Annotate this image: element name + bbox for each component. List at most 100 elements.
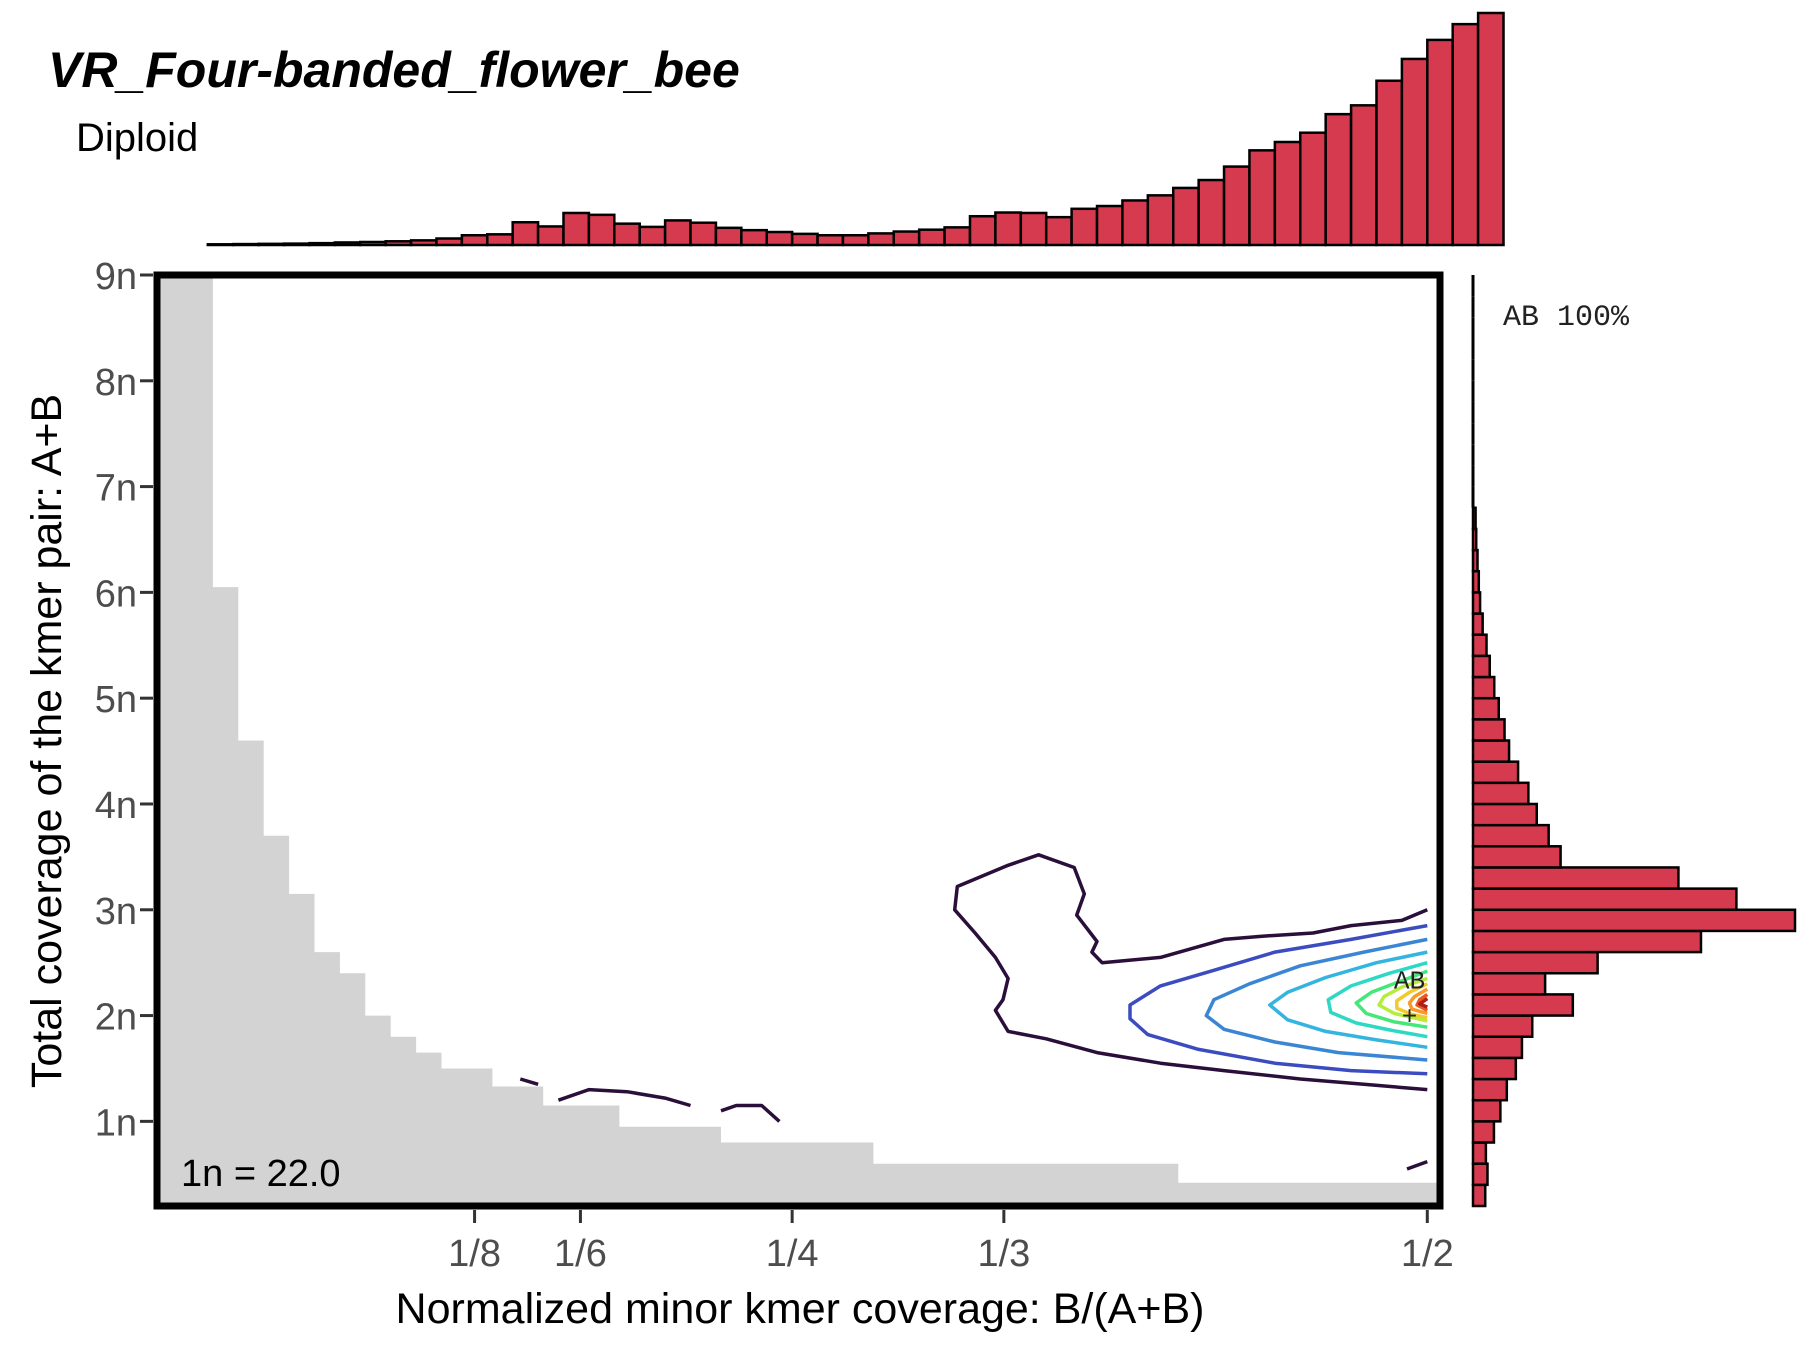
contour-line <box>1204 937 1428 1062</box>
right-histogram-bar <box>1471 866 1680 890</box>
x-tick-label: 1/2 <box>1401 1233 1454 1275</box>
right-histogram-bar <box>1471 591 1482 615</box>
contour-line <box>1406 1159 1428 1171</box>
right-histogram-bar <box>1471 527 1478 552</box>
top-histogram-bar <box>968 214 997 247</box>
y-tick-label: 2n <box>95 997 137 1039</box>
right-histogram-bar <box>1471 972 1547 996</box>
right-histogram-bar <box>1471 760 1520 785</box>
contour-line <box>1128 923 1428 1076</box>
contour-line <box>1326 961 1428 1039</box>
x-tick-label: 1/8 <box>448 1233 501 1275</box>
top-histogram-bar <box>1299 131 1327 247</box>
right-histogram-bar <box>1471 569 1481 594</box>
right-histogram-bar <box>1471 1098 1502 1123</box>
top-histogram-bar <box>1426 38 1454 247</box>
top-histogram-bar <box>1171 186 1200 247</box>
top-histogram-bar <box>1044 215 1073 247</box>
right-histogram-bar <box>1471 506 1477 531</box>
top-histogram-bar <box>1248 149 1277 247</box>
right-histogram-bar <box>1471 1014 1534 1038</box>
top-histogram-bar <box>1349 104 1378 247</box>
plot-frame <box>153 271 1444 1210</box>
y-tick-label: 5n <box>95 679 137 721</box>
top-histogram-bar <box>841 234 870 247</box>
top-histogram-bar <box>206 243 235 247</box>
right-histogram-bar <box>1471 1183 1487 1208</box>
right-histogram-bar <box>1471 675 1496 700</box>
y-axis-label: Total coverage of the kmer pair: A+B <box>23 394 71 1088</box>
peak-percent-label: AB 100% <box>1503 301 1630 335</box>
top-histogram-bar <box>1273 140 1302 247</box>
top-histogram-bar <box>1019 211 1048 247</box>
right-histogram-bar <box>1471 612 1484 636</box>
top-histogram-bar <box>1375 79 1404 247</box>
y-tick-label: 4n <box>95 785 137 827</box>
contour-line <box>720 1103 781 1123</box>
density-contours <box>519 853 1429 1171</box>
y-tick-label: 6n <box>95 573 137 615</box>
top-histogram-bar <box>689 221 718 247</box>
peak-label: AB <box>1394 966 1425 996</box>
contour-line <box>1395 982 1429 1020</box>
chart-subtitle: Diploid <box>76 116 198 160</box>
chart-title: VR_Four-banded_flower_bee <box>48 42 740 98</box>
top-histogram-bar <box>511 221 540 247</box>
top-histogram-bar <box>1121 199 1150 247</box>
right-histogram-bar <box>1471 1162 1489 1187</box>
contour-line <box>519 1077 539 1086</box>
contour-line <box>557 1087 691 1108</box>
x-tick-label: 1/3 <box>977 1233 1030 1275</box>
top-histogram-bar <box>867 232 896 247</box>
top-histogram-bar <box>1476 11 1505 247</box>
right-histogram-bar <box>1471 1077 1509 1102</box>
right-histogram-bar <box>1471 802 1539 827</box>
top-histogram-bar <box>1222 165 1251 247</box>
right-histogram-bar <box>1471 950 1599 975</box>
top-histogram-bar <box>714 226 743 247</box>
right-histogram-bar <box>1471 739 1511 763</box>
contour-line <box>952 853 1428 1092</box>
top-histogram-bar <box>333 241 362 247</box>
y-tick-label: 8n <box>95 362 137 404</box>
right-histogram-bar <box>1471 548 1479 573</box>
y-tick-label: 3n <box>95 891 137 933</box>
right-histogram-bar <box>1471 929 1703 954</box>
right-histogram-bar <box>1471 1120 1496 1144</box>
top-histogram-bar <box>1095 204 1124 247</box>
top-histogram-bar <box>384 240 413 247</box>
top-histogram-bar <box>460 234 489 247</box>
right-histogram-bar <box>1471 718 1506 742</box>
y-tick-label: 7n <box>95 468 137 510</box>
top-histogram-bar <box>1146 194 1175 247</box>
contour-line <box>1377 976 1428 1023</box>
x-tick-label: 1/6 <box>554 1233 607 1275</box>
excluded-region <box>157 275 1440 1206</box>
right-histogram-bar <box>1471 993 1575 1017</box>
top-histogram-bar <box>1451 22 1480 247</box>
right-histogram-bar <box>1471 781 1530 806</box>
top-histogram-bar <box>486 233 514 247</box>
top-histogram-bar <box>562 211 591 247</box>
contour-line <box>1417 997 1429 1009</box>
top-histogram-bar <box>663 219 692 247</box>
coverage-annotation: 1n = 22.0 <box>181 1153 341 1195</box>
y-tick-label: 1n <box>95 1102 137 1144</box>
top-histogram-bar <box>1324 112 1353 247</box>
top-marginal-histogram <box>206 11 1505 247</box>
peak-marker: + <box>1402 1002 1418 1032</box>
right-histogram-bar <box>1471 654 1491 679</box>
right-histogram-bar <box>1471 845 1562 869</box>
top-histogram-bar <box>536 225 565 247</box>
peak-labels: AB + <box>1394 966 1425 1032</box>
top-histogram-bar <box>231 242 260 247</box>
right-histogram-bar <box>1471 1141 1488 1165</box>
top-histogram-bar <box>892 230 921 247</box>
top-histogram-bar <box>358 240 387 247</box>
top-histogram-bar <box>409 239 438 247</box>
y-axis: 1n 2n 3n 4n 5n 6n 7n 8n 9n <box>95 256 153 1144</box>
x-axis: 1/8 1/6 1/4 1/3 1/2 <box>448 1210 1454 1275</box>
right-histogram-bar <box>1471 887 1738 912</box>
x-axis-label: Normalized minor kmer coverage: B/(A+B) <box>396 1285 1205 1333</box>
